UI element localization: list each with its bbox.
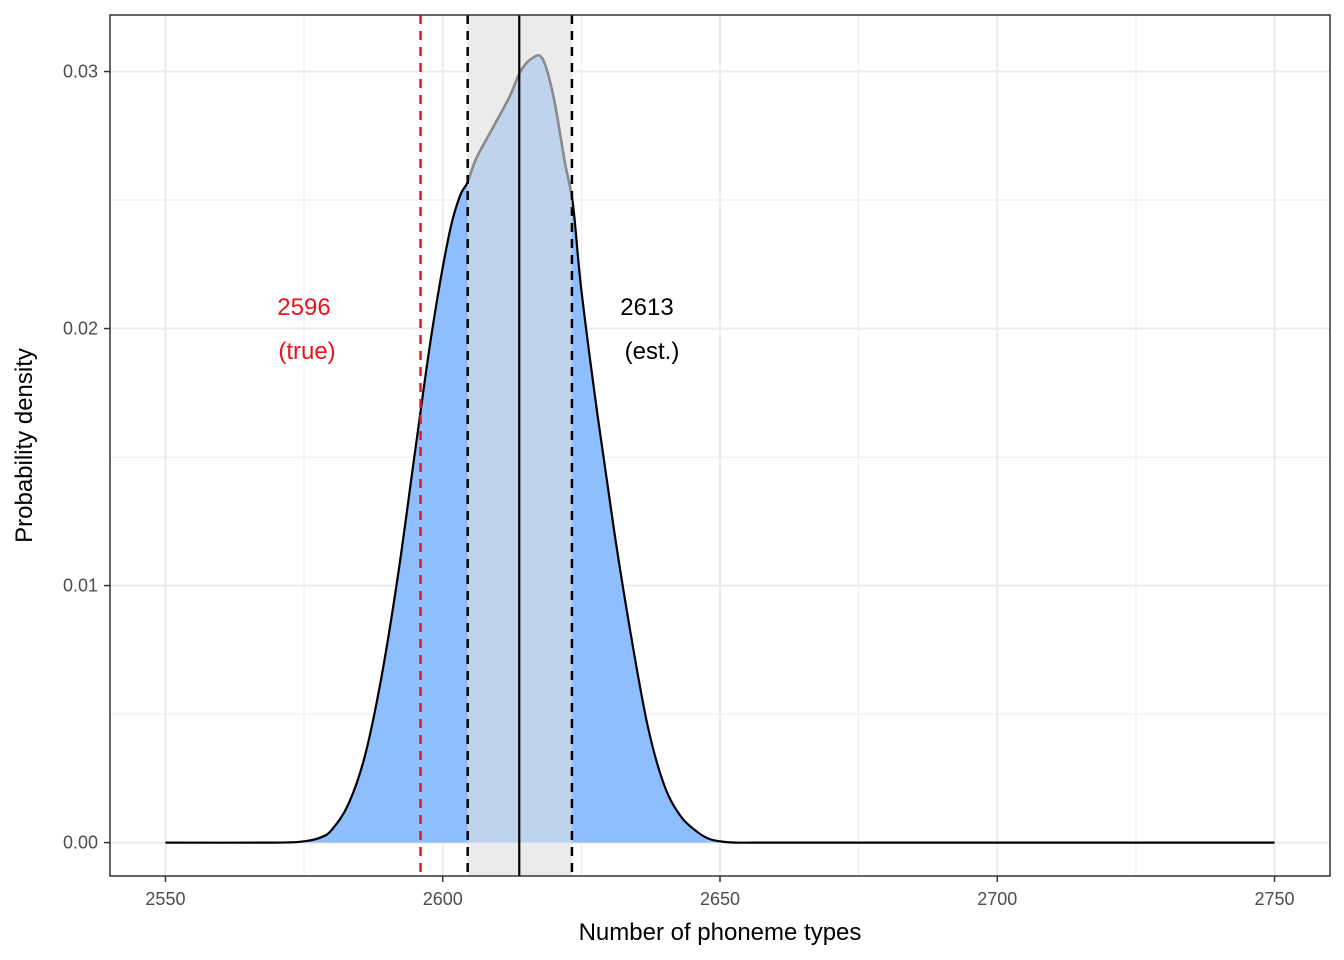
y-axis: 0.00 0.01 0.02 0.03 [63,62,110,853]
x-tick-label: 2650 [700,889,740,909]
x-tick-label: 2600 [423,889,463,909]
x-axis-title: Number of phoneme types [579,919,862,946]
y-tick-label: 0.00 [63,833,98,853]
x-tick-label: 2750 [1255,889,1295,909]
estimate-value-label: 2613 [620,294,673,321]
y-tick-label: 0.01 [63,576,98,596]
density-area [165,55,1275,843]
y-axis-title: Probability density [11,348,38,543]
x-axis: 2550 2600 2650 2700 2750 [145,876,1295,909]
true-value-label: 2596 [277,294,330,321]
density-curve-inside-interval [467,54,572,206]
y-tick-label: 0.02 [63,319,98,339]
x-tick-label: 2700 [977,889,1017,909]
estimate-tag-label: (est.) [625,338,680,365]
x-tick-label: 2550 [145,889,185,909]
true-tag-label: (true) [278,338,335,365]
grid-lines [110,15,1330,876]
y-tick-label: 0.03 [63,62,98,82]
